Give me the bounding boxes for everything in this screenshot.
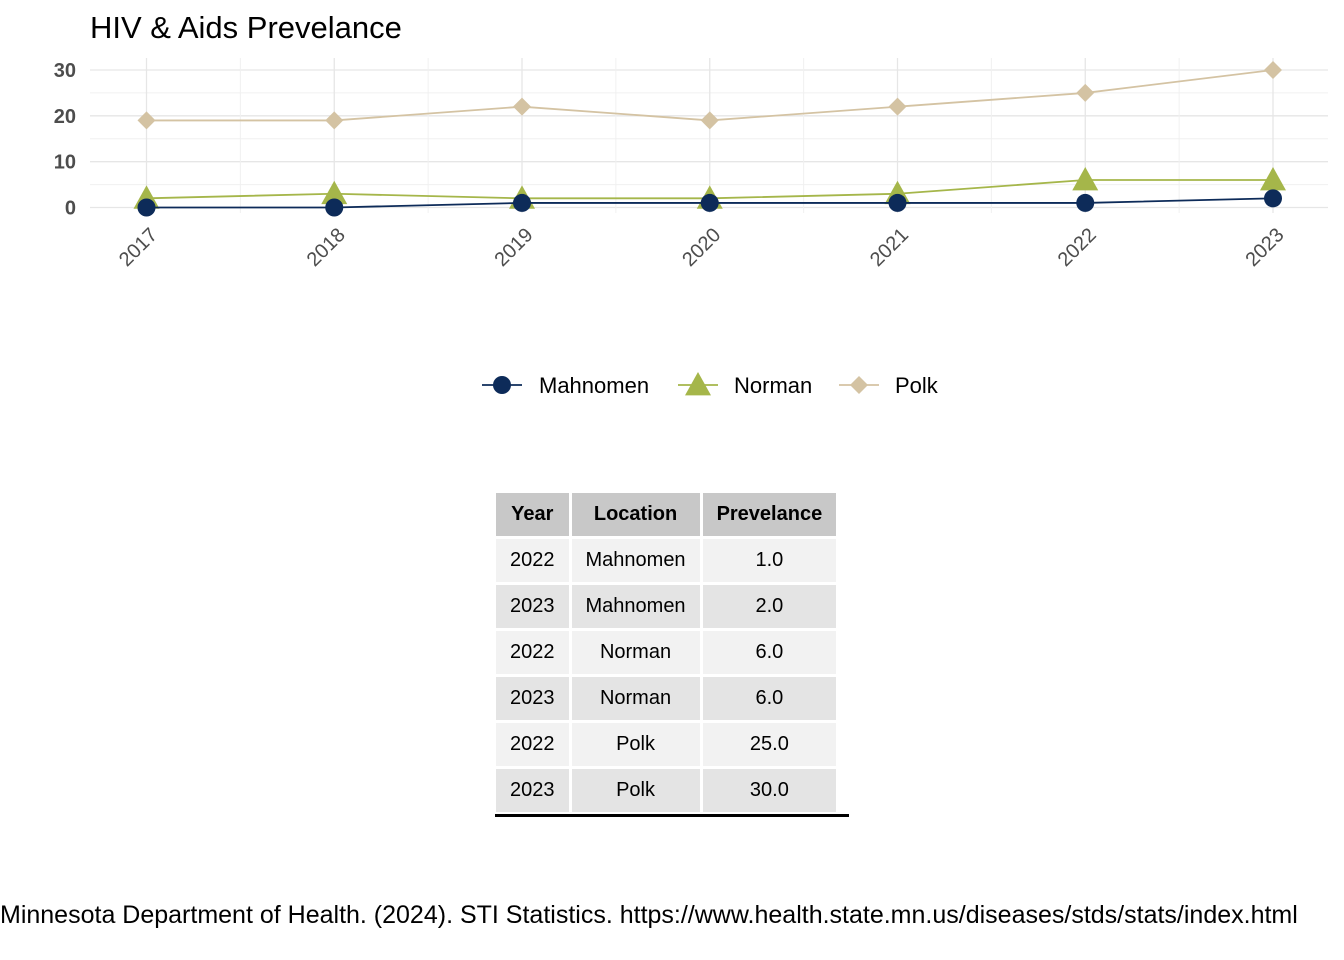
table-row: 2022 Polk 25.0 <box>496 723 837 766</box>
cell-prevelance: 6.0 <box>702 631 837 674</box>
legend-key-marker <box>685 372 711 396</box>
x-tick-label: 2018 <box>303 224 350 271</box>
legend-key-marker <box>850 376 868 394</box>
legend-item-norman: Norman <box>678 372 812 398</box>
legend-item-mahnomen: Mahnomen <box>482 373 649 398</box>
table-row: 2023 Mahnomen 2.0 <box>496 585 837 628</box>
cell-prevelance: 1.0 <box>702 539 837 582</box>
data-point <box>513 97 531 116</box>
column-header-prevelance: Prevelance <box>702 493 837 536</box>
cell-location: Norman <box>571 631 700 674</box>
x-tick-label: 2020 <box>678 224 725 271</box>
data-table: Year Location Prevelance 2022 Mahnomen 1… <box>493 490 839 815</box>
x-tick-label: 2017 <box>115 224 162 271</box>
cell-prevelance: 25.0 <box>702 723 837 766</box>
x-tick-label: 2023 <box>1242 224 1289 271</box>
data-point <box>1076 193 1095 212</box>
legend: Mahnomen Norman Polk <box>482 372 939 398</box>
y-tick-label: 30 <box>54 60 76 82</box>
data-point <box>513 193 531 212</box>
cell-location: Mahnomen <box>571 585 700 628</box>
cell-prevelance: 30.0 <box>702 769 837 812</box>
column-header-year: Year <box>496 493 569 536</box>
legend-key-marker <box>493 376 511 394</box>
table-row: 2023 Polk 30.0 <box>496 769 837 812</box>
legend-label: Mahnomen <box>539 373 649 398</box>
cell-prevelance: 6.0 <box>702 677 837 720</box>
x-axis-ticks: 2017 2018 2019 2020 2021 2022 2023 <box>115 224 1289 271</box>
data-point <box>700 193 719 212</box>
data-point <box>1072 167 1099 191</box>
cell-year: 2023 <box>496 585 569 628</box>
data-point <box>325 111 344 130</box>
x-tick-label: 2021 <box>866 224 913 271</box>
cell-location: Norman <box>571 677 700 720</box>
data-point <box>700 111 719 130</box>
data-point <box>1260 167 1286 191</box>
legend-label: Norman <box>734 373 812 398</box>
data-point <box>888 97 907 116</box>
data-point <box>1076 83 1095 102</box>
cell-year: 2022 <box>496 539 569 582</box>
data-point <box>137 111 156 130</box>
x-tick-label: 2022 <box>1054 224 1101 271</box>
data-point <box>888 193 907 212</box>
data-point <box>1264 61 1282 79</box>
cell-location: Polk <box>571 723 700 766</box>
line-chart: 0 10 20 30 2017 2018 2019 2020 2021 2022 2023 Mah… <box>54 58 1328 398</box>
y-tick-label: 0 <box>65 198 76 220</box>
data-point <box>325 198 344 217</box>
cell-year: 2022 <box>496 631 569 674</box>
series-mahnomen <box>137 189 1282 217</box>
series-layer <box>133 61 1286 217</box>
source-caption: Minnesota Department of Health. (2024). … <box>0 901 1298 929</box>
table-row: 2023 Norman 6.0 <box>496 677 837 720</box>
y-tick-label: 10 <box>54 152 76 174</box>
x-tick-label: 2019 <box>491 224 538 271</box>
table-bottom-rule <box>495 814 849 817</box>
column-header-location: Location <box>571 493 700 536</box>
cell-location: Mahnomen <box>571 539 700 582</box>
data-point <box>321 180 348 205</box>
series-polk <box>137 61 1282 130</box>
legend-label: Polk <box>895 373 939 398</box>
data-point <box>1264 189 1282 208</box>
cell-location: Polk <box>571 769 700 812</box>
cell-year: 2023 <box>496 769 569 812</box>
table-row: 2022 Norman 6.0 <box>496 631 837 674</box>
y-tick-label: 20 <box>54 106 76 128</box>
table-row: 2022 Mahnomen 1.0 <box>496 539 837 582</box>
table-header-row: Year Location Prevelance <box>496 493 837 536</box>
cell-prevelance: 2.0 <box>702 585 837 628</box>
chart-title: HIV & Aids Prevelance <box>90 10 402 45</box>
cell-year: 2023 <box>496 677 569 720</box>
cell-year: 2022 <box>496 723 569 766</box>
data-point <box>137 198 156 217</box>
y-axis-ticks: 0 10 20 30 <box>54 60 76 220</box>
legend-item-polk: Polk <box>839 373 939 398</box>
